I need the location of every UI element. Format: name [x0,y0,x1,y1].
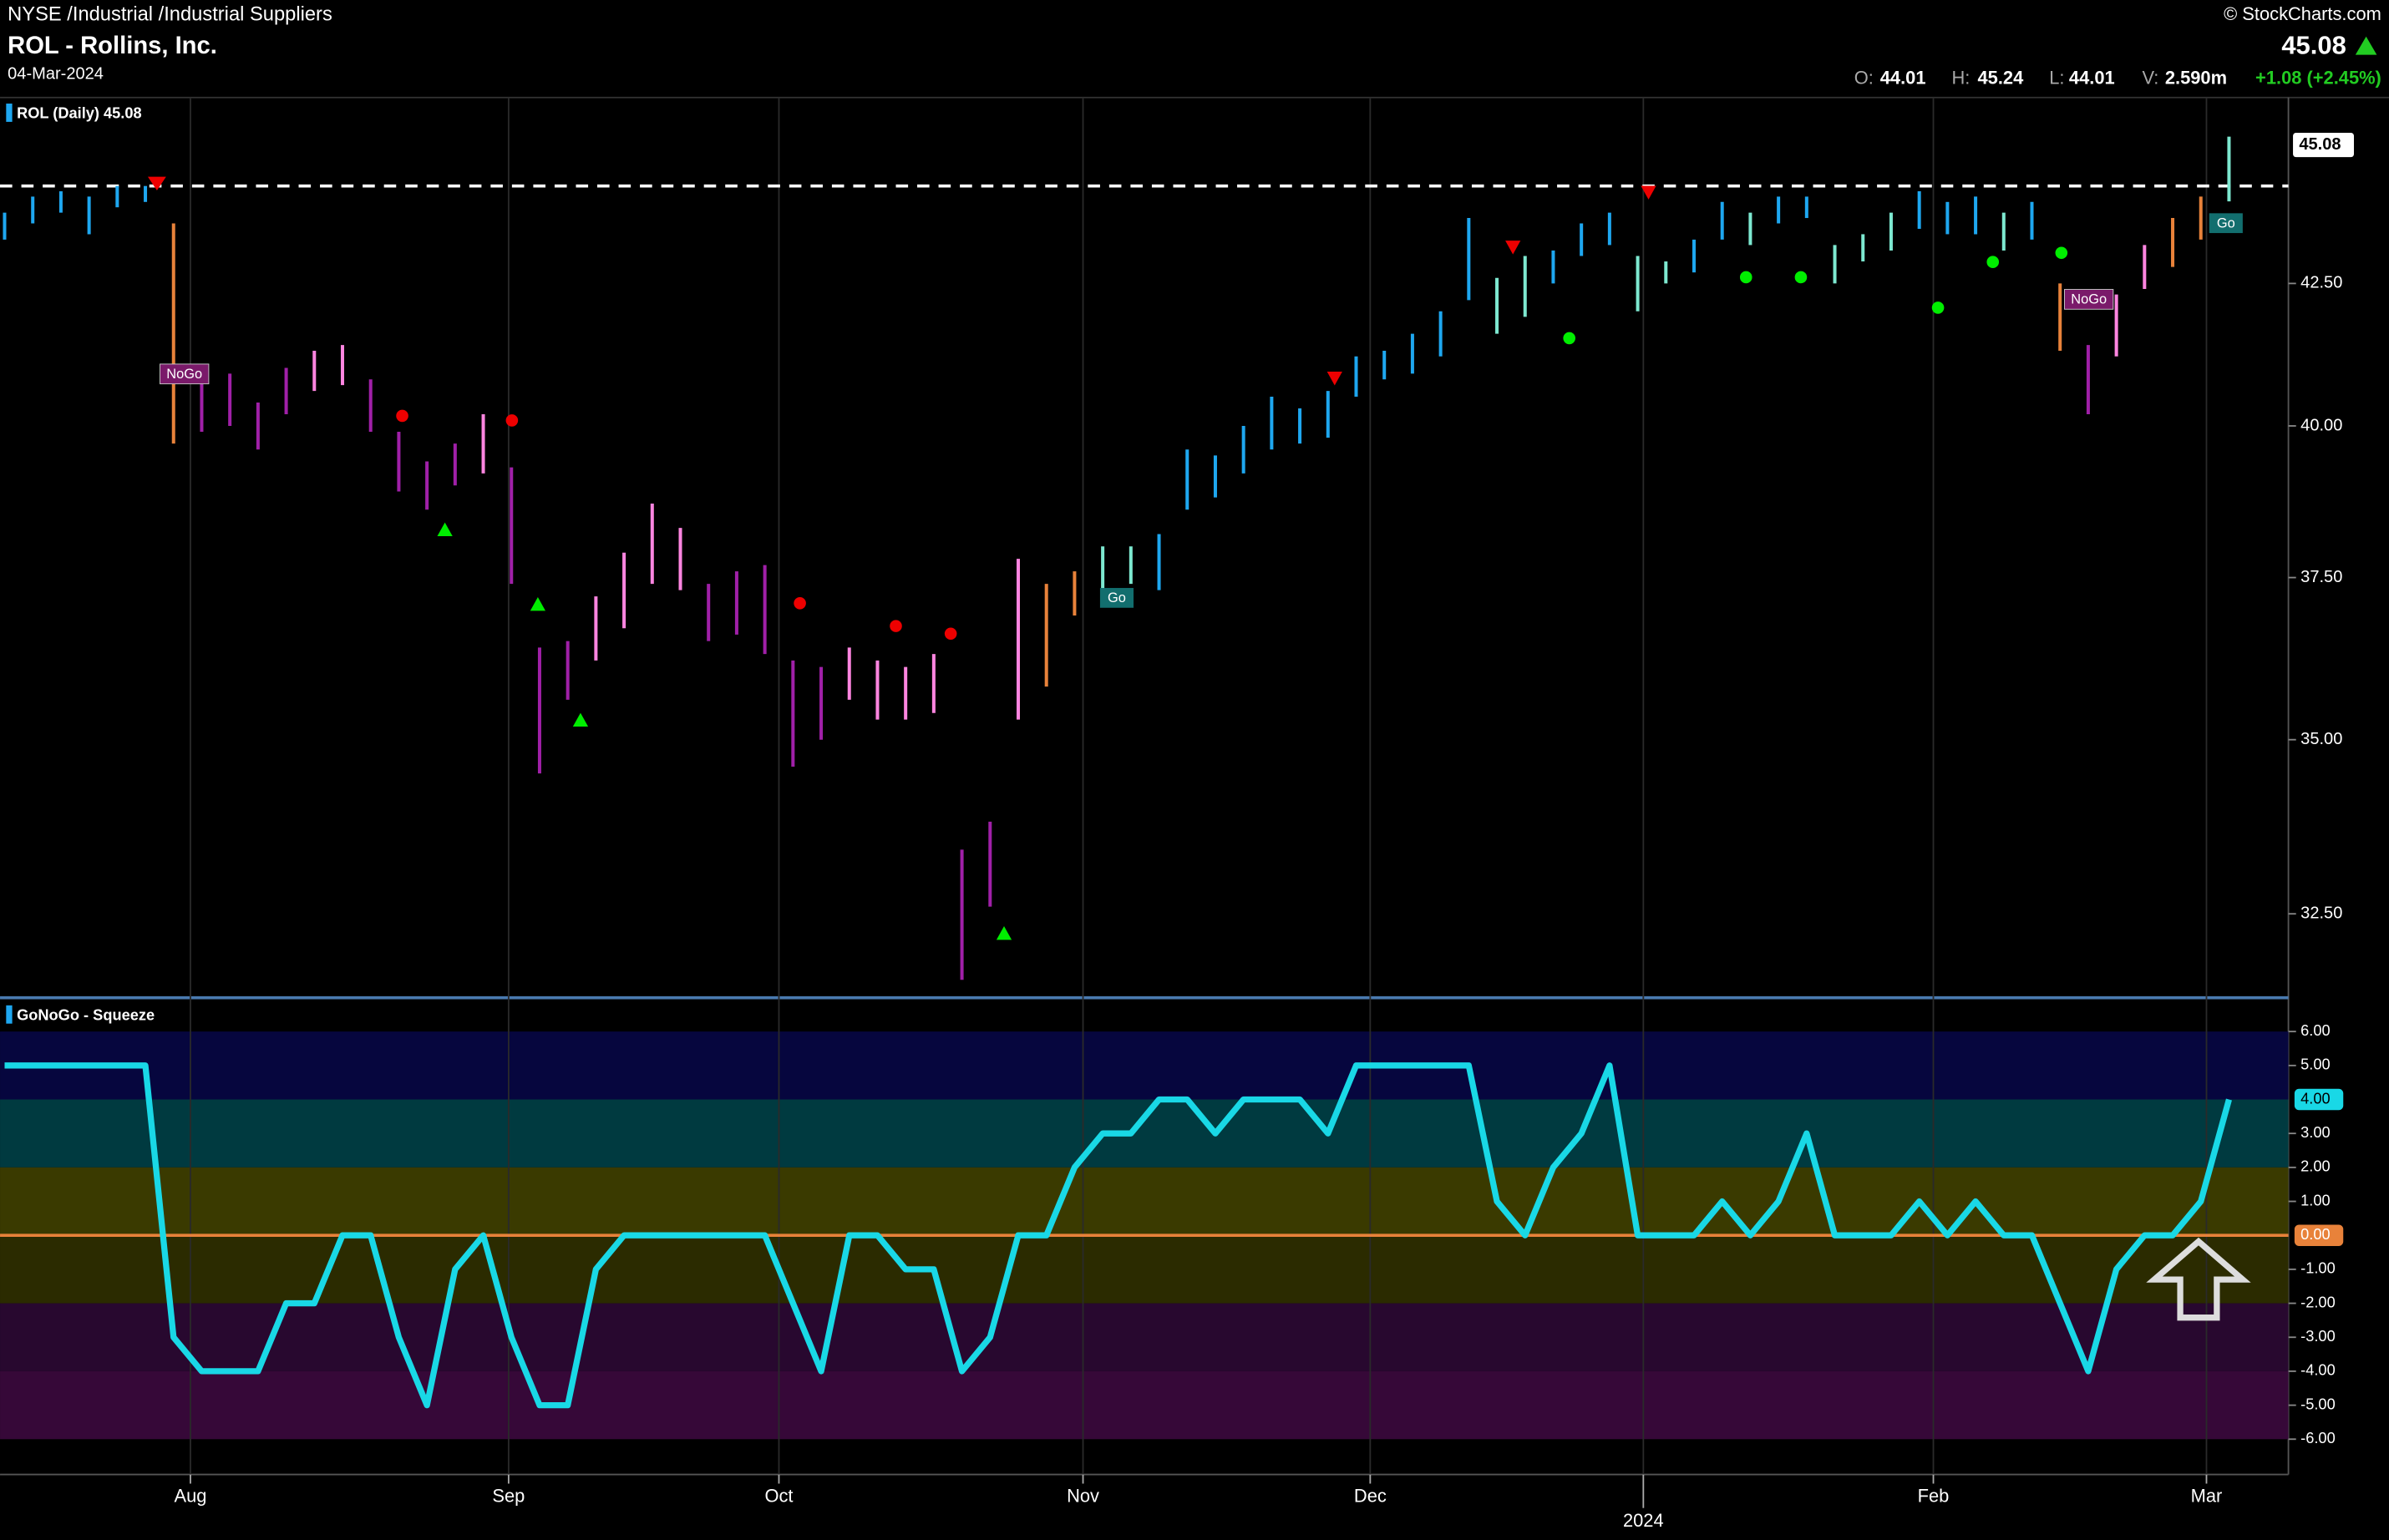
open: 44.01 [1880,68,1926,89]
y-tick-label: 32.50 [2300,904,2342,923]
y-tick-label: 6.00 [2300,1021,2330,1039]
band [0,1167,2289,1236]
countertrend-dot [794,596,806,610]
zero-label-box [2294,1224,2344,1246]
badge-text: Go [1108,590,1126,605]
countertrend-dot [1794,271,1808,284]
volume: 2.590m [2165,68,2227,89]
high-label: H: [1951,68,1970,89]
badge [1099,588,1134,608]
band [0,1235,2289,1304]
badge [160,363,210,385]
date: 04-Mar-2024 [8,65,104,84]
y-tick-label: 42.50 [2300,274,2342,292]
y-tick-label: -6.00 [2300,1429,2336,1446]
oscillator-panel: Aug Sep Oct Nov Dec Feb Mar 2024 6.00 5.00 3.00 2.0… [0,97,2344,1531]
current-label: 4.00 [2300,1089,2330,1107]
band [0,1099,2289,1168]
go-trend-marker [572,712,589,727]
countertrend-dot [890,620,902,632]
nogo-trend-marker [147,176,166,190]
countertrend-dot [1931,301,1945,314]
last-price-box [2293,132,2355,158]
open-label: O: [1854,68,1874,89]
countertrend-dot [1739,271,1752,284]
go-trend-marker [996,925,1012,940]
nogo-trend-marker [1326,372,1342,386]
countertrend-dot [505,414,519,427]
year-label: 2024 [1623,1510,1664,1531]
go-trend-marker [437,522,453,537]
x-tick-label: Aug [175,1486,207,1507]
oscillator-legend: GoNoGo - Squeeze [17,1006,155,1023]
ohlc-row: O: 44.01 H: 45.24 L: 44.01 V: 2.590m +1.… [1854,68,2381,89]
current-label-box [2294,1088,2344,1111]
price-legend: ROL (Daily) 45.08 [17,104,142,122]
x-tick-label: Sep [492,1486,525,1507]
y-tick-label: 1.00 [2300,1191,2330,1208]
legend-swatch [6,104,13,122]
y-tick-label: 40.00 [2300,416,2342,434]
y-tick-label: 5.00 [2300,1056,2330,1073]
countertrend-dot [944,627,957,641]
y-tick-label: -5.00 [2300,1395,2336,1412]
y-tick-label: 3.00 [2300,1123,2330,1141]
badge-text: Go [2217,215,2235,230]
y-tick-label: -3.00 [2300,1327,2336,1345]
countertrend-dot [396,409,408,423]
source: © StockCharts.com [2224,3,2381,24]
countertrend-dot [2055,246,2068,260]
go-trend-marker [530,596,546,611]
countertrend-dot [1986,256,2000,269]
nogo-trend-marker [1641,185,1656,200]
y-tick-label: 2.00 [2300,1158,2330,1175]
band [0,1031,2289,1100]
badge-text: NoGo [2071,292,2107,307]
y-tick-label: 35.00 [2300,730,2342,748]
legend-swatch [6,1005,13,1024]
highlight-arrow [2146,1237,2251,1321]
y-tick-label: -1.00 [2300,1259,2336,1277]
x-tick-label: Feb [1918,1486,1950,1507]
low: 44.01 [2069,68,2115,89]
badge [2209,213,2243,234]
countertrend-dot [1563,332,1575,345]
markers: NoGo Go NoGo Go [147,176,2251,1321]
volume-label: V: [2142,68,2158,89]
y-tick-label: 0.00 [2300,1225,2330,1243]
exchange: NYSE /Industrial /Industrial Suppliers [8,4,332,26]
badge-text: NoGo [166,367,202,382]
badge [2064,289,2114,310]
y-tick-label: 37.50 [2300,568,2342,586]
band [0,1303,2289,1371]
nogo-trend-marker [1505,241,1521,255]
x-tick-label: Dec [1354,1486,1387,1507]
x-tick-label: Oct [764,1486,793,1507]
ticker-name: ROL - Rollins, Inc. [8,33,217,59]
price-panel: 32.50 35.00 37.50 40.00 42.50 45.08 [0,132,2355,980]
x-tick-label: Nov [1067,1486,1099,1507]
y-tick-label: -4.00 [2300,1361,2336,1379]
oscillator-line [4,1062,2232,1409]
last-price-label: 45.08 [2299,135,2341,154]
low-label: L: [2049,68,2064,89]
x-tick-label: Mar [2191,1486,2223,1507]
change: +1.08 (+2.45%) [2255,68,2381,89]
price: 45.08 [2281,31,2346,60]
high: 45.24 [1978,68,2025,89]
y-tick-label: -2.00 [2300,1293,2336,1310]
up-arrow [2355,36,2377,55]
band [0,1370,2289,1440]
